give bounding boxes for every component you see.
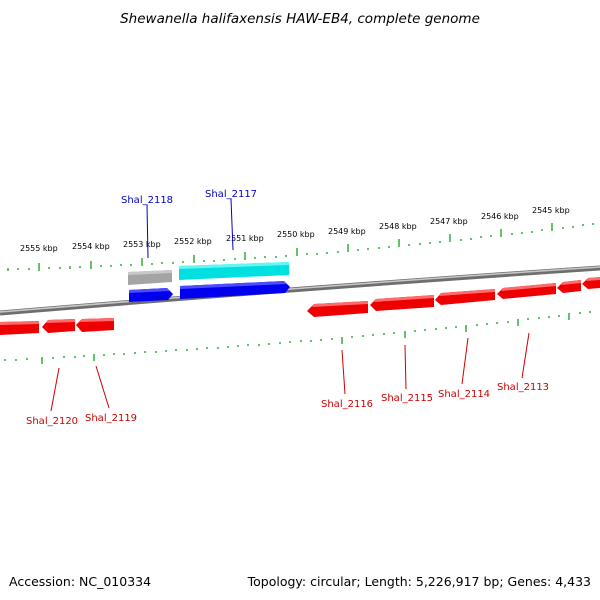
kbp-label: 2545 kbp — [532, 206, 570, 215]
label-leader — [230, 198, 234, 251]
gene-label-shal-2117[interactable]: Shal_2117 — [205, 189, 257, 200]
forward-tick-track — [7, 223, 594, 271]
label-leader — [461, 337, 469, 385]
genome-backbone — [0, 265, 600, 316]
gene-label-shal-2116[interactable]: Shal_2116 — [321, 399, 373, 410]
label-leader — [146, 204, 149, 259]
kbp-label: 2555 kbp — [20, 244, 58, 253]
kbp-label: 2552 kbp — [174, 237, 212, 246]
kbp-label: 2548 kbp — [379, 222, 417, 231]
gene-label-shal-2119[interactable]: Shal_2119 — [85, 413, 137, 424]
gene-shading — [0, 277, 600, 325]
forward-gene-labels: Shal_2118 Shal_2117 — [121, 189, 257, 259]
kbp-label: 2546 kbp — [481, 212, 519, 221]
map-title: Shewanella halifaxensis HAW-EB4, complet… — [120, 11, 480, 27]
kbp-label: 2549 kbp — [328, 227, 366, 236]
gene-label-shal-2114[interactable]: Shal_2114 — [438, 389, 490, 400]
pseudo-feature-shade — [128, 270, 172, 275]
kbp-label: 2550 kbp — [277, 230, 315, 239]
genome-backbone-highlight — [0, 266, 600, 313]
kbp-label: 2547 kbp — [430, 217, 468, 226]
kbp-label: 2551 kbp — [226, 234, 264, 243]
reverse-tick-track — [4, 311, 591, 364]
rna-feature-shade — [179, 262, 289, 269]
gene-label-shal-2120[interactable]: Shal_2120 — [26, 416, 78, 427]
reverse-gene-labels: Shal_2120 Shal_2119 Shal_2116 Shal_2115 … — [26, 332, 549, 427]
accession-text: Accession: NC_010334 — [9, 574, 151, 589]
label-leader — [404, 344, 407, 390]
label-leader — [50, 367, 60, 412]
label-leader — [341, 349, 346, 395]
forward-features — [128, 262, 290, 302]
reverse-features — [0, 277, 600, 335]
gene-arrow-shade — [180, 281, 287, 289]
label-leader — [95, 365, 110, 409]
genome-summary-text: Topology: circular; Length: 5,226,917 bp… — [247, 574, 591, 589]
gene-label-shal-2113[interactable]: Shal_2113 — [497, 382, 549, 393]
gene-label-shal-2118[interactable]: Shal_2118 — [121, 195, 173, 206]
label-leader — [521, 332, 530, 379]
kbp-label: 2554 kbp — [72, 242, 110, 251]
gene-arrow-shade — [129, 288, 170, 293]
kbp-label: 2553 kbp — [123, 240, 161, 249]
gene-label-shal-2115[interactable]: Shal_2115 — [381, 393, 433, 404]
kbp-labels: 2555 kbp 2554 kbp 2553 kbp 2552 kbp 2551… — [20, 206, 570, 253]
